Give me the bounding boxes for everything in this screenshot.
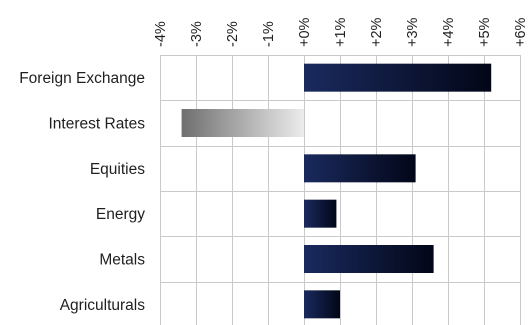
bar-energy [304, 199, 337, 228]
x-tick-label: +6% [513, 17, 529, 47]
x-tick-label: -4% [153, 21, 169, 47]
bar-metals [304, 245, 434, 273]
x-tick-label: +4% [441, 17, 457, 47]
x-tick-label: +3% [405, 17, 421, 47]
bar-foreign-exchange [304, 63, 492, 92]
bar-agriculturals [304, 290, 340, 319]
category-label: Equities [90, 161, 145, 178]
x-tick-label: +2% [369, 17, 385, 47]
x-tick-label: -1% [261, 21, 277, 47]
x-tick-label: +0% [297, 17, 313, 47]
category-label: Agriculturals [60, 297, 146, 314]
x-tick-label: -3% [189, 21, 205, 47]
category-label: Interest Rates [49, 116, 146, 133]
category-labels: Foreign Exchange Interest Rates Equities En… [19, 70, 145, 314]
bars [181, 63, 492, 319]
x-tick-label: +1% [333, 17, 349, 47]
bar-interest-rates [181, 109, 304, 137]
category-label: Energy [96, 206, 145, 223]
category-label: Metals [99, 252, 145, 269]
bar-equities [304, 154, 416, 183]
grid [160, 55, 521, 325]
category-label: Foreign Exchange [19, 70, 145, 87]
x-tick-label: -2% [225, 21, 241, 47]
x-axis-tick-labels: -4% -3% -2% -1% +0% +1% +2% +3% +4% +5% +6% [153, 17, 529, 47]
x-tick-label: +5% [477, 17, 493, 47]
